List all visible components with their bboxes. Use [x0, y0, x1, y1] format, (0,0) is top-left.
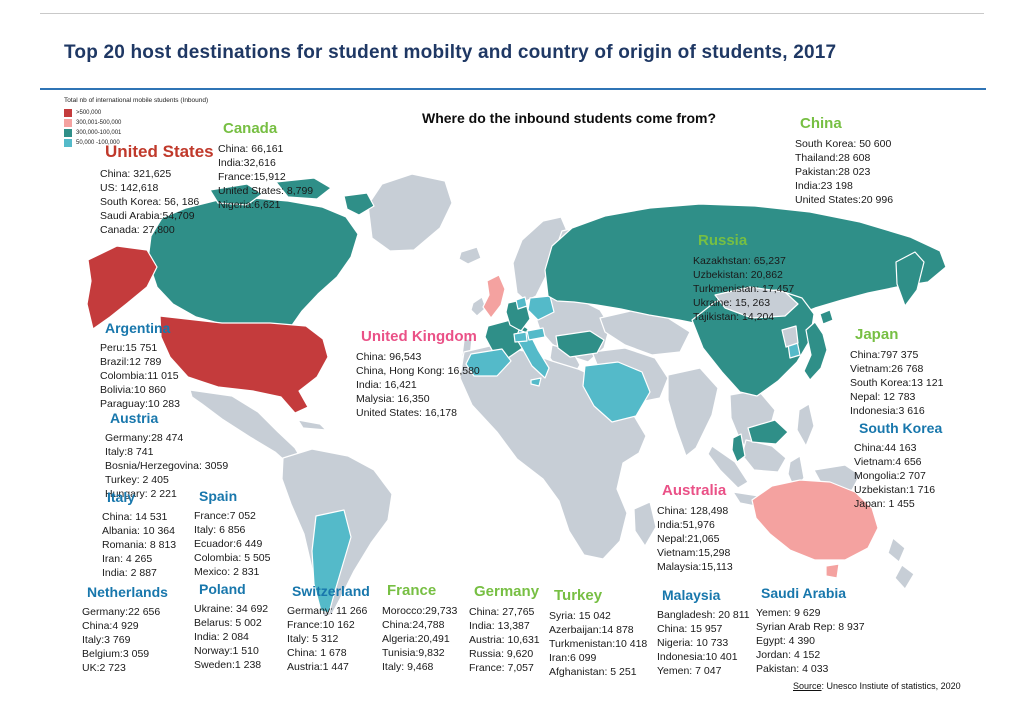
- map-austria: [526, 327, 546, 341]
- map-greenland: [367, 173, 453, 252]
- legend-item-cyan: 50,000 -100,000: [64, 139, 208, 147]
- map-canada: [147, 197, 359, 342]
- map-cuba: [297, 419, 327, 431]
- map-tasmania: [825, 563, 840, 579]
- legend-title: Total nb of international mobile student…: [64, 97, 209, 104]
- legend-swatch-pink: [64, 119, 72, 127]
- map-united-kingdom: [482, 274, 506, 319]
- map-new-zealand-north: [887, 537, 906, 563]
- legend-label: 300,000-100,001: [76, 130, 122, 136]
- map-netherlands: [515, 296, 528, 310]
- source-label: Source: [793, 681, 822, 691]
- map-north-korea: [781, 325, 799, 348]
- map-sicily: [530, 377, 542, 387]
- map-kamchatka: [895, 251, 925, 307]
- map-argentina: [311, 509, 352, 614]
- legend-items: >500,000 300,001-500,000 300,000-100,001 50…: [64, 109, 208, 147]
- map-turkey: [555, 330, 605, 358]
- legend-label: 50,000 -100,000: [76, 140, 120, 146]
- map-canada-arctic-3: [343, 192, 375, 216]
- map-united-states: [159, 315, 329, 414]
- map-philippines: [796, 403, 815, 447]
- page-title: Top 20 host destinations for student mob…: [64, 42, 837, 63]
- map-alaska: [86, 245, 158, 330]
- map-malaysia-peninsula: [731, 433, 746, 463]
- map-switzerland: [513, 331, 528, 343]
- map-spain: [465, 348, 512, 377]
- legend-item-red: >500,000: [64, 109, 208, 117]
- map-sumatra: [707, 445, 749, 489]
- map-poland: [527, 295, 555, 321]
- legend-swatch-cyan: [64, 139, 72, 147]
- top-divider: [40, 13, 984, 14]
- title-underline-rule: [40, 88, 986, 90]
- question-heading: Where do the inbound students come from?: [422, 110, 716, 126]
- map-mongolia: [714, 286, 799, 319]
- map-ireland: [470, 296, 487, 317]
- map-madagascar: [633, 501, 657, 547]
- legend: Total nb of international mobile student…: [64, 97, 208, 149]
- source-note: Source: Unesco Instiute of statistics, 2…: [793, 681, 961, 691]
- map-canada-arctic-1: [209, 183, 263, 206]
- map-new-zealand-south: [894, 564, 915, 590]
- map-russia: [544, 203, 947, 327]
- legend-label: 300,001-500,000: [76, 120, 122, 126]
- legend-swatch-red: [64, 109, 72, 117]
- map-japan-hokkaido: [819, 309, 834, 325]
- legend-item-pink: 300,001-500,000: [64, 119, 208, 127]
- map-iceland: [458, 246, 482, 265]
- legend-label: >500,000: [76, 110, 102, 116]
- map-australia: [751, 479, 879, 561]
- map-canada-arctic-2: [275, 177, 332, 200]
- source-text: : Unesco Instiute of statistics, 2020: [821, 681, 961, 691]
- map-india: [667, 367, 719, 457]
- map-malaysia-borneo: [747, 419, 789, 445]
- map-saudi-arabia: [582, 361, 651, 423]
- legend-swatch-teal: [64, 129, 72, 137]
- legend-item-teal: 300,000-100,001: [64, 129, 208, 137]
- map-japan: [803, 321, 828, 381]
- map-borneo: [741, 439, 787, 473]
